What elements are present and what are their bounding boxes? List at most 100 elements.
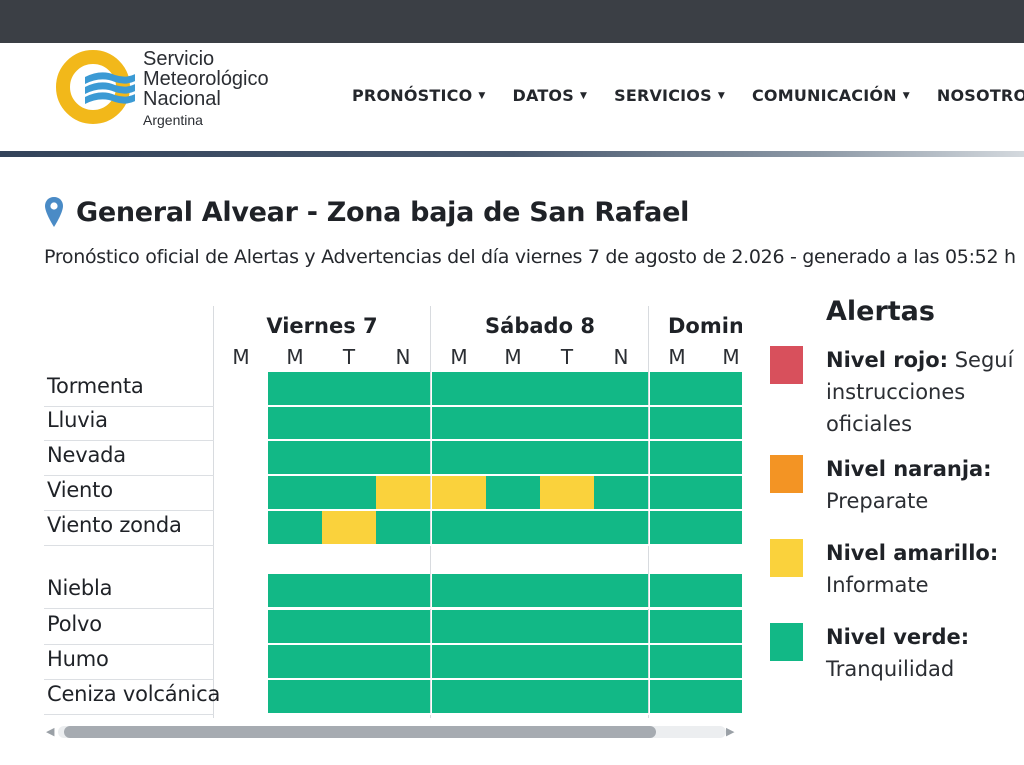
alert-cell[interactable] bbox=[322, 476, 376, 509]
alert-cell[interactable] bbox=[376, 511, 430, 544]
alert-cell[interactable] bbox=[540, 610, 594, 643]
alert-cell[interactable] bbox=[594, 511, 648, 544]
alert-cell[interactable] bbox=[376, 441, 430, 474]
alert-cell[interactable] bbox=[376, 406, 430, 439]
alert-cell[interactable] bbox=[322, 645, 376, 678]
alert-cell[interactable] bbox=[704, 645, 742, 678]
nav-item-label: PRONÓSTICO bbox=[352, 86, 473, 105]
alert-cell[interactable] bbox=[268, 574, 322, 607]
alert-cell[interactable] bbox=[486, 645, 540, 678]
alert-cell[interactable] bbox=[594, 680, 648, 713]
alert-cell[interactable] bbox=[594, 441, 648, 474]
alert-cell[interactable] bbox=[650, 441, 704, 474]
alert-cell[interactable] bbox=[650, 406, 704, 439]
alert-cell[interactable] bbox=[322, 372, 376, 405]
alert-cell[interactable] bbox=[432, 406, 486, 439]
alert-cell[interactable] bbox=[540, 372, 594, 405]
alert-cell[interactable] bbox=[486, 610, 540, 643]
alert-cell[interactable] bbox=[486, 511, 540, 544]
alert-cell[interactable] bbox=[704, 680, 742, 713]
alert-cell[interactable] bbox=[322, 610, 376, 643]
alert-cell[interactable] bbox=[376, 372, 430, 405]
alert-cell[interactable] bbox=[432, 511, 486, 544]
scroll-left-arrow-icon[interactable]: ◀ bbox=[46, 726, 55, 738]
alert-cell[interactable] bbox=[268, 645, 322, 678]
alert-cell[interactable] bbox=[486, 372, 540, 405]
alert-cell[interactable] bbox=[376, 574, 430, 607]
alert-cell[interactable] bbox=[650, 372, 704, 405]
alert-cell[interactable] bbox=[540, 406, 594, 439]
alert-cell[interactable] bbox=[650, 574, 704, 607]
alert-cell[interactable] bbox=[594, 645, 648, 678]
alert-cell[interactable] bbox=[322, 511, 376, 544]
alert-cell[interactable] bbox=[322, 574, 376, 607]
alert-cell[interactable] bbox=[594, 406, 648, 439]
alert-cell[interactable] bbox=[486, 406, 540, 439]
alert-cell[interactable] bbox=[650, 511, 704, 544]
alert-cell[interactable] bbox=[268, 372, 322, 405]
alert-cell[interactable] bbox=[268, 610, 322, 643]
alert-cell[interactable] bbox=[540, 680, 594, 713]
alert-cell[interactable] bbox=[432, 610, 486, 643]
alert-cell[interactable] bbox=[704, 372, 742, 405]
grid-line bbox=[214, 509, 742, 511]
alert-cell[interactable] bbox=[432, 441, 486, 474]
legend-text: Nivel amarillo: Informate bbox=[826, 537, 1024, 601]
alert-cell[interactable] bbox=[540, 645, 594, 678]
scrollbar-thumb[interactable] bbox=[64, 726, 656, 738]
alert-cell[interactable] bbox=[650, 610, 704, 643]
alert-cell[interactable] bbox=[650, 645, 704, 678]
main-nav: PRONÓSTICO ▼ DATOS ▼ SERVICIOS ▼ COMUNIC… bbox=[352, 86, 1024, 105]
alert-cell[interactable] bbox=[432, 476, 486, 509]
alert-cell[interactable] bbox=[432, 680, 486, 713]
alert-cell[interactable] bbox=[486, 574, 540, 607]
yellow-swatch bbox=[770, 539, 803, 577]
alert-cell[interactable] bbox=[594, 574, 648, 607]
alert-cell[interactable] bbox=[432, 372, 486, 405]
alert-cell[interactable] bbox=[704, 476, 742, 509]
alert-cell[interactable] bbox=[432, 574, 486, 607]
alert-cell[interactable] bbox=[322, 441, 376, 474]
nav-item-nosotros[interactable]: NOSOTROS ▼ bbox=[937, 86, 1024, 105]
alert-cell[interactable] bbox=[540, 574, 594, 607]
alert-cell[interactable] bbox=[540, 511, 594, 544]
alert-cell[interactable] bbox=[486, 476, 540, 509]
alert-cell[interactable] bbox=[540, 476, 594, 509]
alert-cell[interactable] bbox=[704, 511, 742, 544]
period-label: T bbox=[560, 345, 574, 369]
alert-cell[interactable] bbox=[540, 441, 594, 474]
alert-cell[interactable] bbox=[268, 476, 322, 509]
alert-cell[interactable] bbox=[376, 680, 430, 713]
table-horizontal-scrollbar[interactable]: ◀ ▶ bbox=[44, 722, 742, 742]
alert-cell[interactable] bbox=[486, 441, 540, 474]
period-label: M bbox=[722, 345, 740, 369]
grid-line bbox=[214, 439, 742, 441]
alert-cell[interactable] bbox=[704, 406, 742, 439]
nav-item-pronostico[interactable]: PRONÓSTICO ▼ bbox=[352, 86, 486, 105]
alert-cell[interactable] bbox=[376, 476, 430, 509]
alert-cell[interactable] bbox=[268, 406, 322, 439]
alert-cell[interactable] bbox=[268, 441, 322, 474]
nav-item-datos[interactable]: DATOS ▼ bbox=[513, 86, 588, 105]
alert-cell[interactable] bbox=[322, 406, 376, 439]
alert-cell[interactable] bbox=[322, 680, 376, 713]
alert-cell[interactable] bbox=[704, 610, 742, 643]
alert-cell[interactable] bbox=[594, 372, 648, 405]
alert-cell[interactable] bbox=[704, 441, 742, 474]
alert-cell[interactable] bbox=[432, 645, 486, 678]
alert-cell[interactable] bbox=[268, 680, 322, 713]
smn-logo[interactable]: Servicio Meteorológico Nacional Argentin… bbox=[55, 47, 295, 132]
alert-cell[interactable] bbox=[486, 680, 540, 713]
alert-cell[interactable] bbox=[594, 476, 648, 509]
alert-cell[interactable] bbox=[376, 645, 430, 678]
alert-cell[interactable] bbox=[376, 610, 430, 643]
nav-item-servicios[interactable]: SERVICIOS ▼ bbox=[614, 86, 725, 105]
nav-item-comunicacion[interactable]: COMUNICACIÓN ▼ bbox=[752, 86, 910, 105]
alert-cell[interactable] bbox=[704, 574, 742, 607]
alert-cell[interactable] bbox=[650, 680, 704, 713]
alert-cell[interactable] bbox=[594, 610, 648, 643]
scroll-right-arrow-icon[interactable]: ▶ bbox=[726, 726, 735, 738]
alert-cell[interactable] bbox=[650, 476, 704, 509]
period-label: N bbox=[395, 345, 411, 369]
alert-cell[interactable] bbox=[268, 511, 322, 544]
